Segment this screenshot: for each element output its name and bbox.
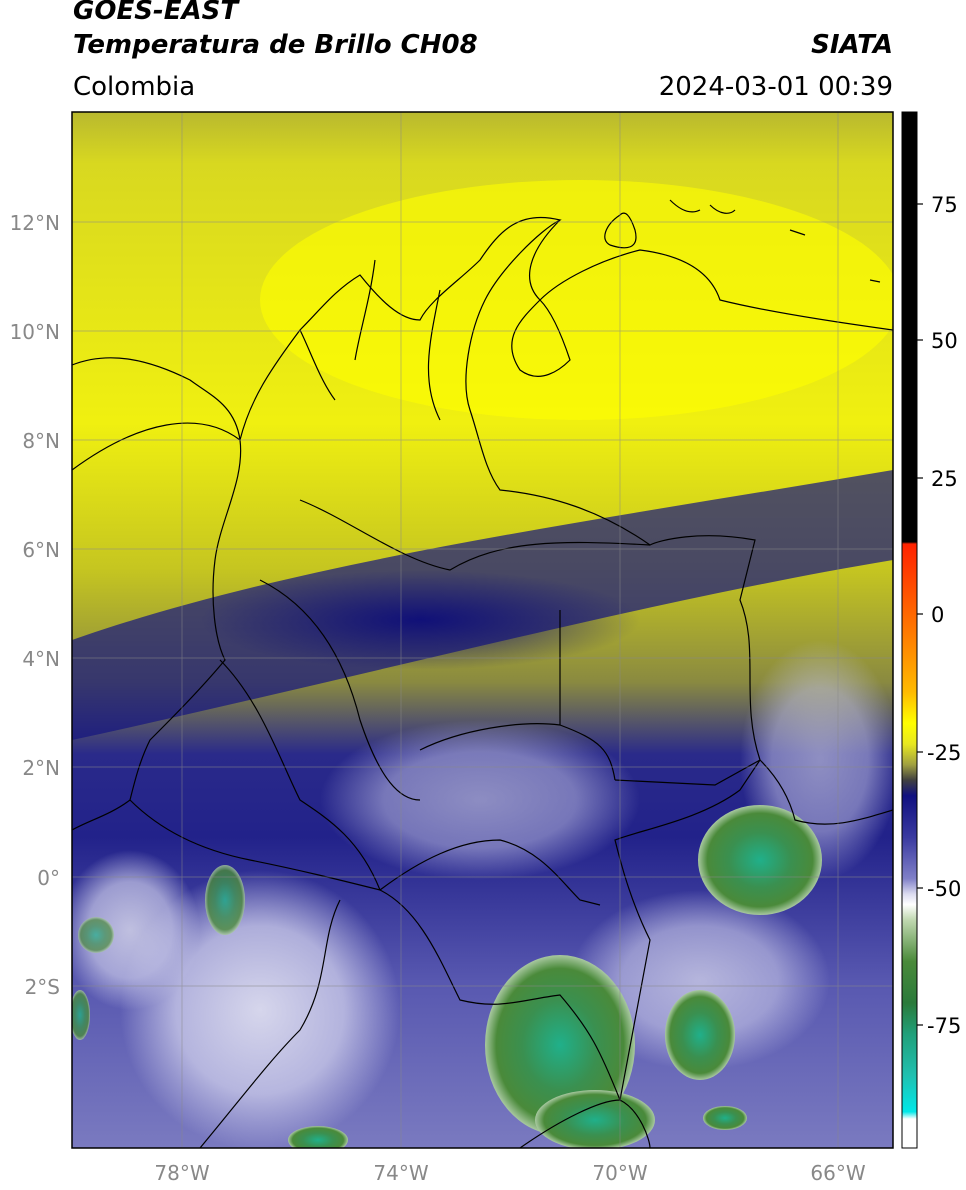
lat-tick-label: 8°N	[22, 429, 60, 453]
colorbar-tick-label: 25	[931, 467, 958, 491]
boundaries	[72, 199, 893, 1148]
graticule	[72, 112, 893, 1148]
lat-tick-labels: 12°N 10°N 8°N 6°N 4°N 2°N 0° 2°S	[10, 211, 60, 999]
lon-tick-label: 66°W	[810, 1161, 865, 1185]
datetime-label: 2024-03-01 00:39	[658, 72, 893, 102]
lat-tick-label: 12°N	[10, 211, 60, 235]
colorbar-tick-label: 75	[931, 193, 958, 217]
lon-tick-label: 78°W	[154, 1161, 209, 1185]
map-frame	[71, 111, 894, 1149]
lon-tick-label: 74°W	[373, 1161, 428, 1185]
colorbar-tick-label: 50	[931, 329, 958, 353]
colorbar-tick-label: -50	[927, 877, 961, 901]
lon-tick-label: 70°W	[592, 1161, 647, 1185]
colorbar-tick-label: -25	[927, 741, 961, 765]
lon-tick-labels: 78°W 74°W 70°W 66°W	[154, 1161, 865, 1185]
lat-tick-label: 4°N	[22, 647, 60, 671]
brightness-temperature-field	[72, 112, 893, 1148]
lat-tick-label: 10°N	[10, 320, 60, 344]
cold-cloud-cluster	[698, 805, 822, 915]
region-label: Colombia	[73, 72, 196, 102]
colorbar-tick-label: -75	[927, 1014, 961, 1038]
lat-tick-label: 0°	[37, 866, 60, 890]
lat-tick-label: 2°N	[22, 756, 60, 780]
lat-tick-label: 6°N	[22, 538, 60, 562]
colorbar: 75 50 25 0 -25 -50 -75	[901, 111, 961, 1149]
colorbar-scale	[902, 112, 917, 1148]
lat-tick-label: 2°S	[25, 975, 60, 999]
cold-cloud-cluster	[485, 955, 635, 1135]
colorbar-tick-marks	[917, 203, 923, 1026]
agency-label: SIATA	[811, 30, 893, 60]
product-title: Temperatura de Brillo CH08	[73, 30, 478, 60]
satellite-title: GOES-EAST	[73, 0, 239, 26]
colorbar-tick-label: 0	[931, 603, 944, 627]
